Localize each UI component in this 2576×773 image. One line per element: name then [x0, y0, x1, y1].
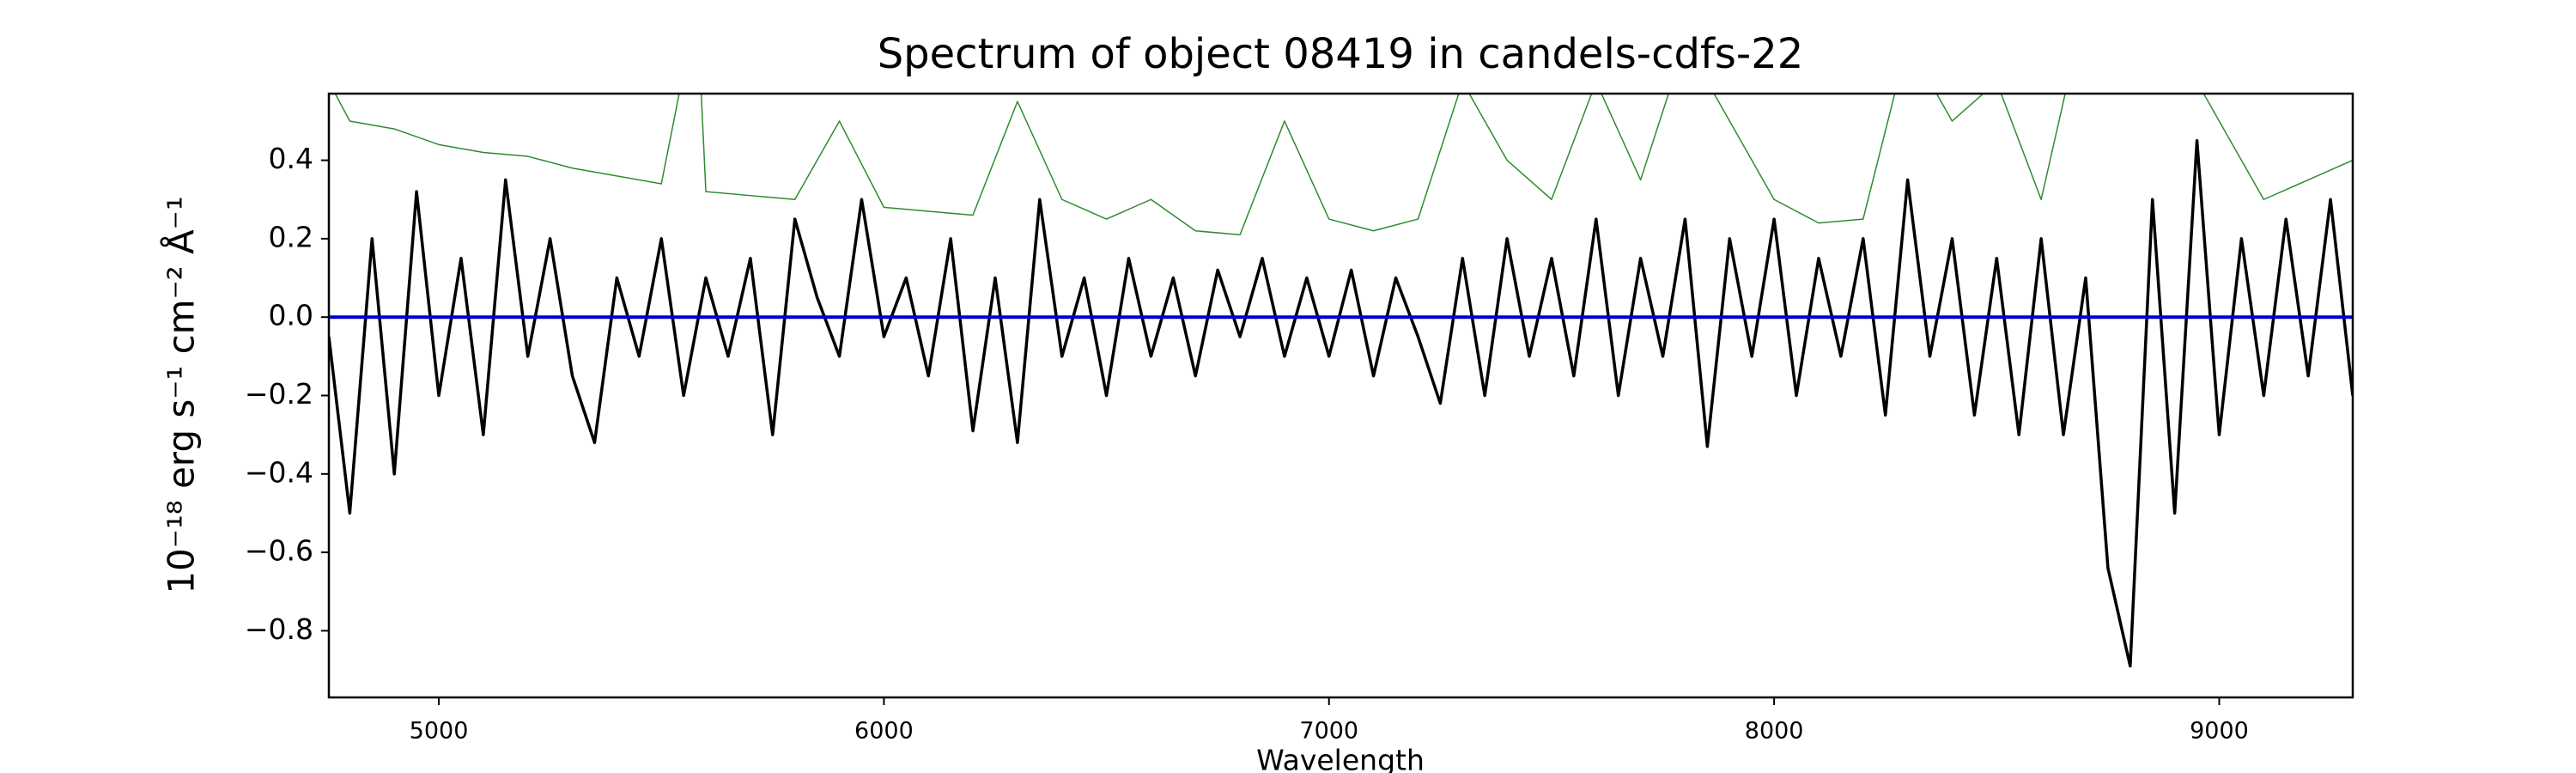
x-tick-label: 8000	[1745, 718, 1804, 745]
y-tick-label: −0.2	[245, 377, 313, 411]
y-tick-label: −0.8	[245, 612, 313, 646]
spectrum-line	[334, 94, 2353, 236]
y-tick-label: −0.6	[245, 534, 313, 568]
y-tick-label: 0.2	[269, 220, 313, 253]
x-axis-label: Wavelength	[1256, 744, 1425, 773]
plot-area	[329, 94, 2353, 668]
spectrum-line	[329, 139, 2353, 668]
y-axis-label: 10⁻¹⁸ erg s⁻¹ cm⁻² Å⁻¹	[160, 196, 203, 593]
x-tick-label: 5000	[410, 718, 469, 745]
y-tick-label: 0.0	[269, 299, 313, 332]
chart-title: Spectrum of object 08419 in candels-cdfs…	[878, 30, 1804, 78]
x-tick-label: 9000	[2190, 718, 2249, 745]
x-tick-label: 7000	[1299, 718, 1358, 745]
plot-frame	[327, 92, 2354, 699]
y-tick-label: 0.4	[269, 142, 313, 175]
y-tick-label: −0.4	[245, 455, 313, 489]
x-tick-label: 6000	[854, 718, 914, 745]
